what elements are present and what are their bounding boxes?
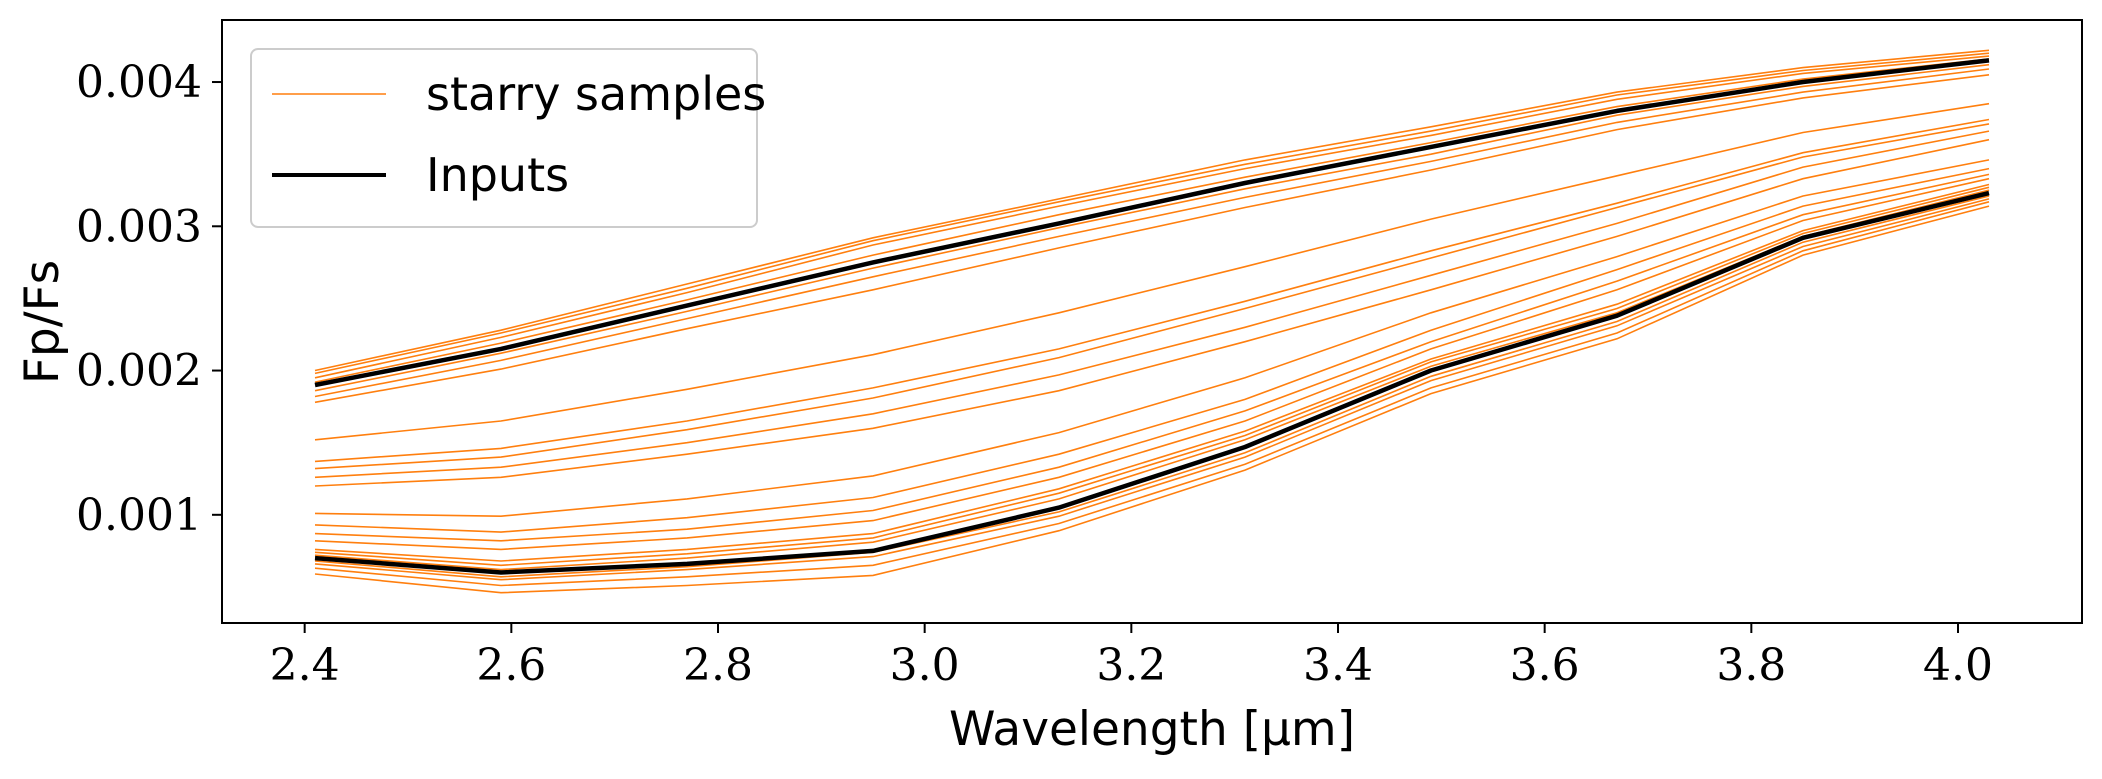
sample-line-10 [314, 130, 1990, 479]
sample-line-3 [314, 58, 1990, 383]
legend: starry samples Inputs [250, 48, 766, 228]
x-tick-label: 4.0 [1923, 640, 1993, 691]
legend-label-inputs: Inputs [426, 148, 569, 202]
y-axis-label: Fp/Fs [15, 260, 70, 384]
inputs-layer [314, 58, 1990, 575]
sample-line-18 [314, 189, 1990, 571]
sample-line-8 [314, 118, 1990, 463]
sample-line-5 [314, 68, 1990, 398]
sample-line-17 [314, 186, 1990, 567]
x-tick-label: 3.4 [1303, 640, 1373, 691]
input-line-upper [314, 58, 1990, 388]
x-tick-label: 2.6 [476, 640, 546, 691]
sample-line-21 [314, 201, 1990, 587]
y-tick-label: 0.001 [76, 490, 202, 541]
sample-line-1 [314, 52, 1990, 375]
x-tick-label: 2.8 [683, 640, 753, 691]
x-tick-label: 3.0 [890, 640, 960, 691]
legend-label-samples: starry samples [426, 67, 766, 121]
x-axis-label: Wavelength [μm] [949, 702, 1355, 757]
y-tick-label: 0.003 [76, 201, 202, 252]
x-tick-label: 3.6 [1510, 640, 1580, 691]
sample-line-2 [314, 55, 1990, 379]
sample-line-9 [314, 123, 1990, 470]
sample-line-15 [314, 177, 1990, 551]
sample-line-14 [314, 173, 1990, 542]
y-tick-label: 0.004 [76, 57, 202, 108]
x-tick-label: 3.2 [1096, 640, 1166, 691]
sample-line-16 [314, 183, 1990, 562]
sample-line-20 [314, 198, 1990, 581]
sample-line-6 [314, 74, 1990, 404]
x-axis: 2.4 2.6 2.8 3.0 3.2 3.4 3.6 3.8 4.0 [270, 623, 1993, 691]
sample-line-19 [314, 195, 1990, 578]
sample-line-11 [314, 138, 1990, 487]
sample-line-0 [314, 49, 1990, 372]
sample-line-4 [314, 63, 1990, 392]
samples-layer [314, 49, 1990, 594]
y-axis: 0.001 0.002 0.003 0.004 [76, 57, 222, 541]
sample-line-12 [314, 159, 1990, 518]
input-line-lower [314, 190, 1990, 575]
x-tick-label: 3.8 [1716, 640, 1786, 691]
sample-line-22 [314, 205, 1990, 594]
y-tick-label: 0.002 [76, 346, 202, 397]
sample-line-13 [314, 167, 1990, 533]
x-tick-label: 2.4 [270, 640, 340, 691]
plot-frame [221, 19, 2083, 624]
sample-line-7 [314, 102, 1990, 441]
